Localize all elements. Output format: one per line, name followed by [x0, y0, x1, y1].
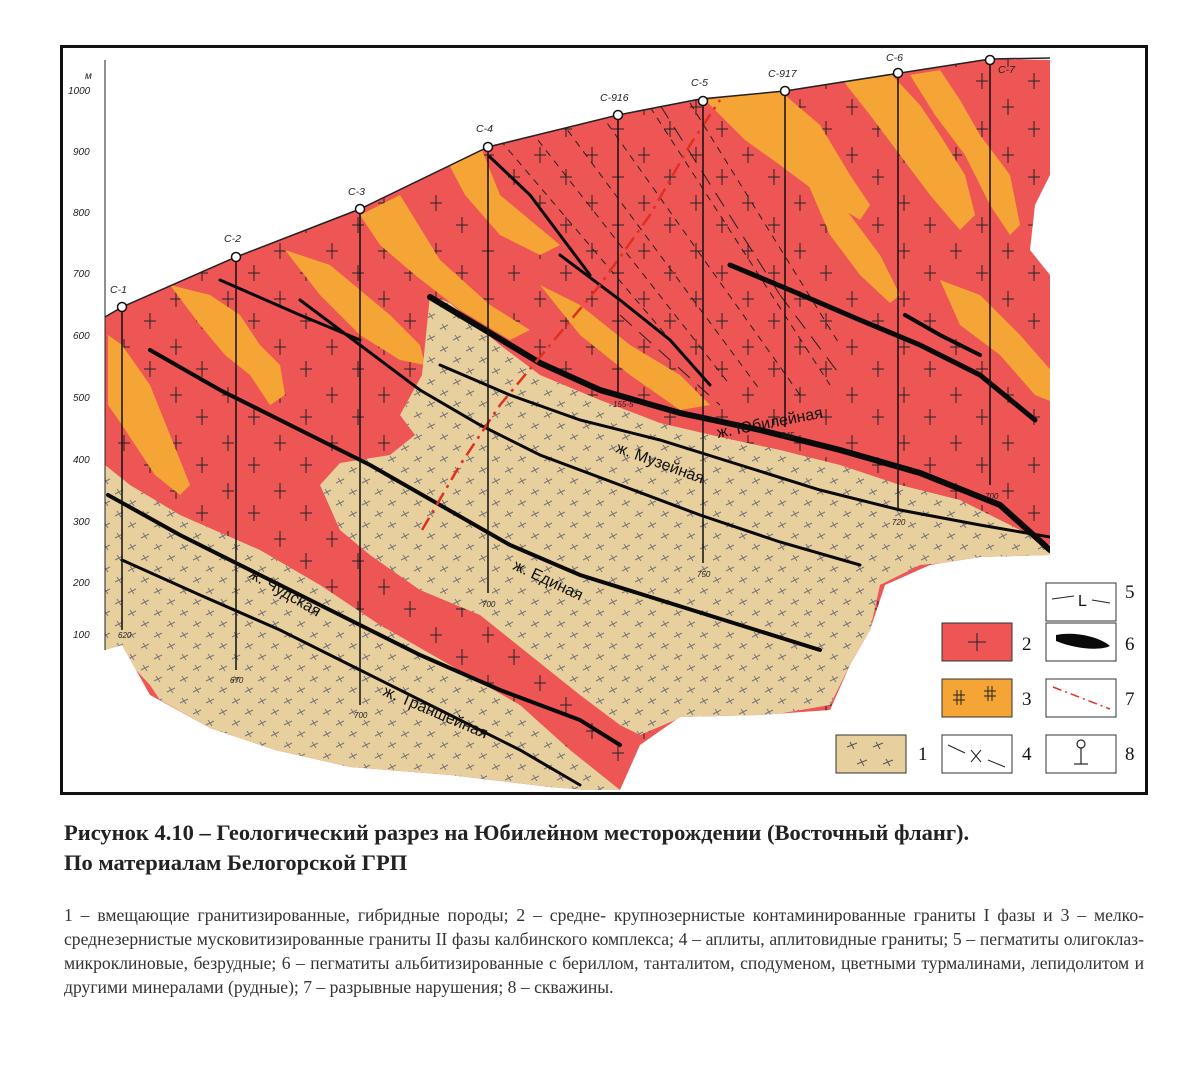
legend-symbol: L: [1078, 593, 1087, 610]
legend-description: 1 – вмещающие гранитизированные, гибридн…: [64, 905, 1144, 997]
well-depth: 700: [482, 600, 496, 609]
legend-item-6: 6: [1045, 622, 1135, 662]
well-name: С-3: [348, 186, 365, 198]
legend-item-2: 2: [941, 622, 1032, 662]
borehole-c7: С-7 700: [984, 54, 1016, 501]
depth-tick: 400: [73, 455, 90, 466]
legend: L 5 2 6 3 7: [835, 582, 1135, 774]
well-name: С-4: [476, 123, 493, 135]
borehole-c916: С-916 155-5: [600, 92, 634, 409]
well-name: С-5: [691, 77, 708, 89]
aplite-zone: [499, 102, 841, 396]
ore-pegmatite-veins: [106, 155, 1050, 787]
depth-tick: 100: [73, 630, 90, 641]
depth-tick: 1000: [68, 86, 91, 97]
legend-number: 1: [918, 744, 928, 765]
borehole-c4: С-4 700: [476, 123, 496, 609]
borehole-c6: С-6 720: [886, 52, 906, 527]
legend-item-7: 7: [1045, 678, 1135, 718]
well-depth: 620: [118, 631, 132, 640]
legend-item-5: L 5: [1045, 582, 1135, 622]
legend-number: 7: [1125, 689, 1135, 710]
legend-number: 5: [1125, 582, 1135, 603]
fault-line: [420, 99, 722, 531]
depth-tick: 200: [72, 578, 90, 589]
borehole-c917: С-917 545: [768, 68, 798, 440]
caption-line-2: По материалам Белогорской ГРП: [64, 850, 408, 875]
well-depth: 545: [781, 431, 795, 440]
depth-axis: м 1000 900 800 700 600 500 400 300 200 1…: [68, 60, 106, 650]
well-name: С-7: [998, 64, 1016, 76]
well-name: С-916: [600, 92, 629, 104]
well-depth: 700: [985, 492, 999, 501]
well-name: С-6: [886, 52, 903, 64]
well-name: С-1: [110, 284, 127, 296]
legend-item-3: 3: [941, 678, 1032, 718]
well-name: С-2: [224, 233, 241, 245]
boreholes: С-1 620 С-2 670 С-3 700 С-4 700 С-916 15…: [110, 52, 1016, 720]
depth-tick: 900: [73, 147, 90, 158]
well-depth: 750: [697, 570, 711, 579]
legend-number: 3: [1022, 689, 1032, 710]
borehole-c1: С-1 620: [110, 284, 132, 640]
legend-item-4: 4: [941, 734, 1032, 774]
well-depth: 155-5: [613, 400, 634, 409]
well-name: С-917: [768, 68, 798, 80]
borehole-c5: С-5 750: [691, 77, 711, 579]
borehole-c3: С-3 700: [348, 186, 368, 720]
legend-number: 2: [1022, 634, 1032, 655]
legend-number: 8: [1125, 744, 1135, 765]
legend-number: 4: [1022, 744, 1032, 765]
well-depth: 700: [354, 711, 368, 720]
well-depth: 670: [230, 676, 244, 685]
legend-number: 6: [1125, 634, 1135, 655]
caption-line-1: Рисунок 4.10 – Геологический разрез на Ю…: [64, 820, 970, 845]
depth-tick: 800: [73, 208, 90, 219]
geological-section-figure: м 1000 900 800 700 600 500 400 300 200 1…: [60, 45, 1148, 795]
granite-phase-2-bodies: [108, 70, 1050, 495]
well-depth: 720: [892, 518, 906, 527]
legend-item-8: 8: [1045, 734, 1135, 774]
depth-tick: 300: [73, 517, 90, 528]
figure-caption: Рисунок 4.10 – Геологический разрез на Ю…: [64, 818, 1164, 878]
depth-tick: 500: [73, 393, 90, 404]
borehole-c2: С-2 670: [224, 233, 244, 685]
depth-tick: 600: [73, 331, 90, 342]
depth-unit-label: м: [85, 71, 92, 82]
legend-item-1: 1: [835, 734, 928, 774]
depth-tick: 700: [73, 269, 90, 280]
